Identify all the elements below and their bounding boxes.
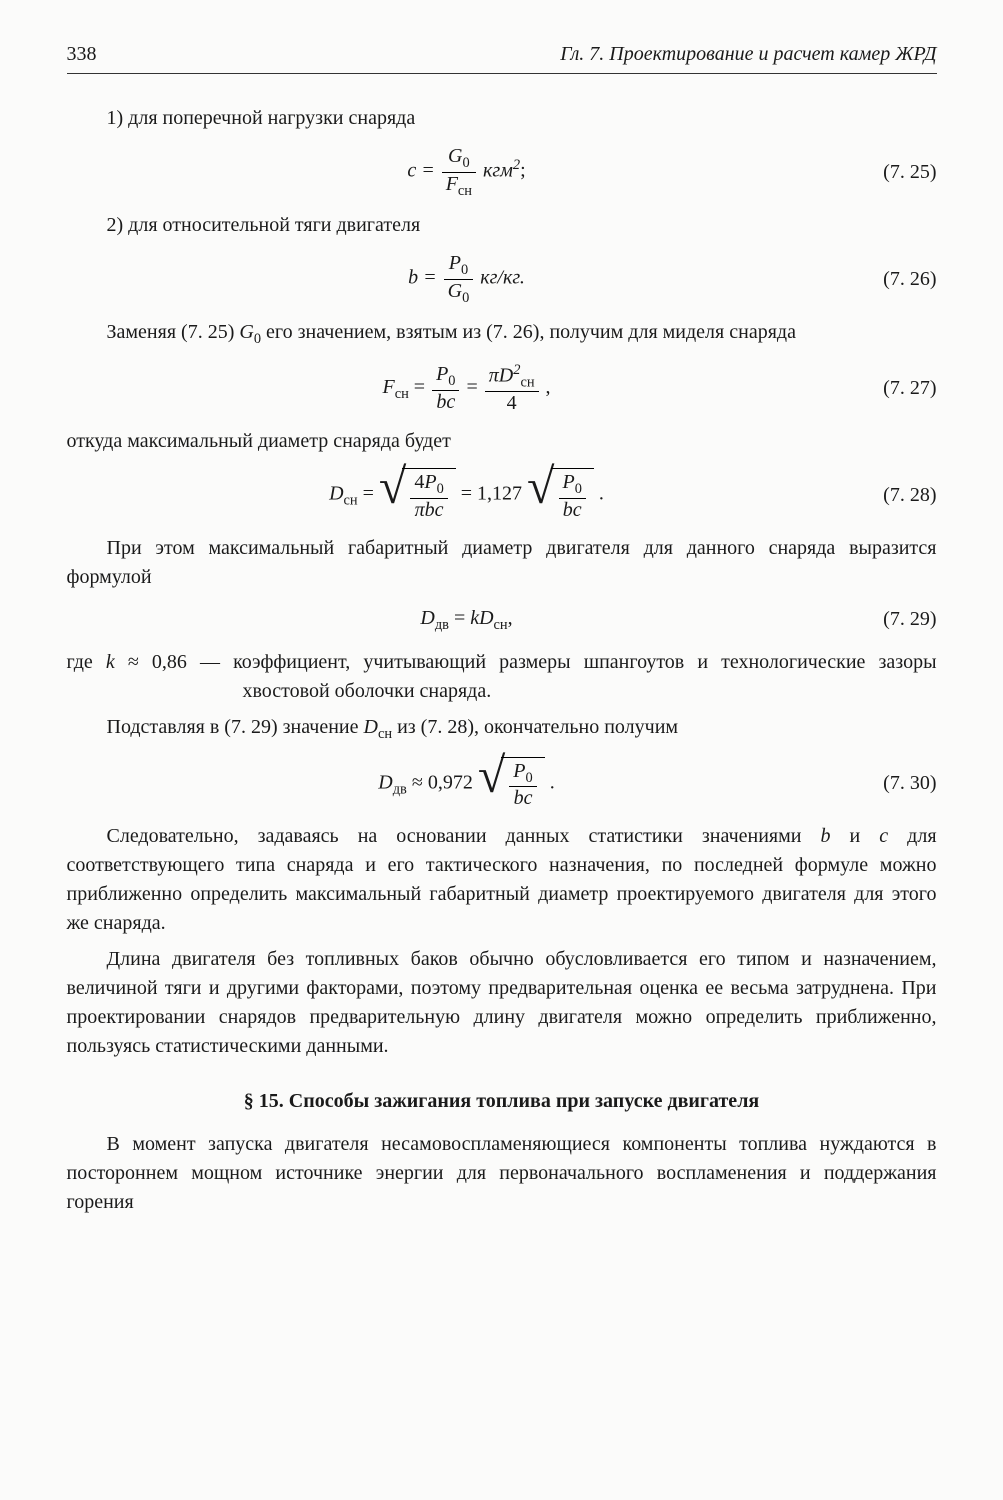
- para-engine-length: Длина двигателя без топливных баков обыч…: [67, 945, 937, 1061]
- where-clause: где k ≈ 0,86 — коэффициент, учитывающий …: [67, 648, 937, 706]
- equation-7-29: Dдв = kDсн, (7. 29): [67, 604, 937, 636]
- para-conclusion: Следовательно, задаваясь на основании да…: [67, 822, 937, 938]
- page-header: 338 Гл. 7. Проектирование и расчет камер…: [67, 40, 937, 74]
- eq-num-28: (7. 28): [867, 481, 937, 510]
- page-number: 338: [67, 40, 97, 69]
- para-ignition: В момент запуска двигателя несамовосплам…: [67, 1130, 937, 1217]
- eq-num-25: (7. 25): [867, 158, 937, 187]
- para-substitute-29: Подставляя в (7. 29) значение Dсн из (7.…: [67, 713, 937, 745]
- equation-7-27: Fсн = P0 bc = πD2сн 4 , (7. 27): [67, 362, 937, 415]
- equation-7-28: Dсн = √ 4P0 πbc = 1,127 √ P0 bc . (7. 28…: [67, 468, 937, 522]
- equation-7-30: Dдв ≈ 0,972 √ P0 bc . (7. 30): [67, 757, 937, 811]
- eq-num-27: (7. 27): [867, 374, 937, 403]
- eq-num-26: (7. 26): [867, 265, 937, 294]
- para-max-diameter: откуда максимальный диаметр снаряда буде…: [67, 427, 937, 456]
- item-1: 1) для поперечной нагрузки снаряда: [67, 104, 937, 133]
- chapter-title: Гл. 7. Проектирование и расчет камер ЖРД: [560, 40, 936, 69]
- eq-num-29: (7. 29): [867, 605, 937, 634]
- section-15-title: § 15. Способы зажигания топлива при запу…: [67, 1087, 937, 1116]
- para-gabarit: При этом максимальный габаритный диаметр…: [67, 534, 937, 592]
- para-substitute: Заменяя (7. 25) G0 его значением, взятым…: [67, 318, 937, 350]
- equation-7-25: c = G0 Fсн кгм2; (7. 25): [67, 145, 937, 199]
- item-2: 2) для относительной тяги двигателя: [67, 211, 937, 240]
- equation-7-26: b = P0 G0 кг/кг. (7. 26): [67, 252, 937, 306]
- eq-num-30: (7. 30): [867, 769, 937, 798]
